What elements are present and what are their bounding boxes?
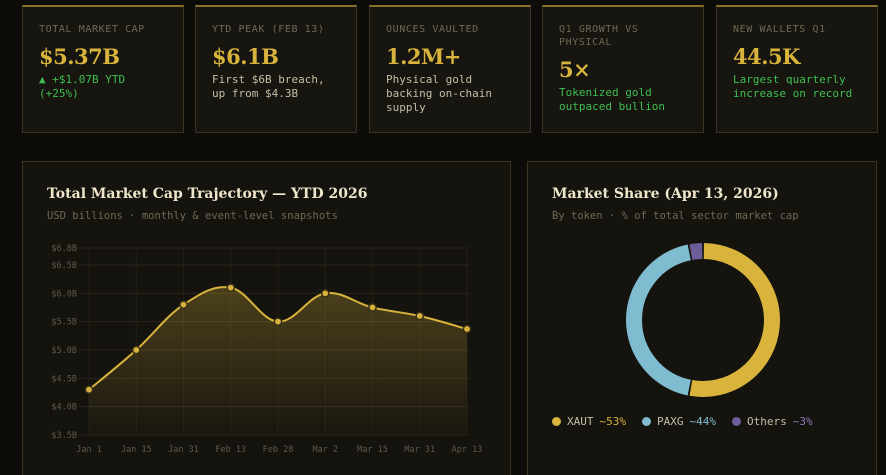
y-tick-label: $5.0B: [51, 346, 77, 356]
kpi-value: 44.5K: [733, 44, 800, 69]
legend-swatch: [642, 417, 651, 426]
x-tick-label: Feb 13: [215, 445, 246, 455]
data-point: [131, 345, 141, 355]
x-tick-label: Mar 31: [404, 445, 435, 455]
kpi-value: $6.1B: [212, 44, 279, 69]
legend-swatch: [732, 417, 741, 426]
x-tick-label: Jan 15: [121, 445, 152, 455]
data-point: [320, 288, 330, 298]
x-tick-label: Jan 31: [168, 445, 199, 455]
panel-title: Total Market Cap Trajectory — YTD 2026: [47, 186, 368, 202]
y-tick-label: $6.0B: [51, 289, 77, 299]
legend-pct: ~53%: [599, 415, 627, 428]
kpi-label: OUNCES VAULTED: [386, 24, 479, 35]
data-point: [415, 311, 425, 321]
y-tick-label: $6.8B: [51, 244, 77, 254]
kpi-sub: ▲ +$1.07B YTD (+25%): [39, 73, 126, 100]
legend-label: XAUT: [567, 415, 594, 428]
y-tick-label: $4.0B: [51, 403, 77, 413]
data-point: [368, 303, 377, 312]
market-share-panel: Market Share (Apr 13, 2026) By token · %…: [527, 161, 877, 475]
kpi-card-market-cap: TOTAL MARKET CAP $5.37B ▲ +$1.07B YTD (+…: [22, 5, 184, 133]
kpi-label: NEW WALLETS Q1: [733, 24, 826, 35]
kpi-value: 5×: [559, 57, 591, 82]
data-point: [226, 283, 236, 293]
y-tick-label: $5.5B: [51, 318, 77, 328]
data-point: [273, 317, 283, 327]
legend-item-xaut: XAUT ~53%: [552, 415, 626, 428]
donut-slice-paxg: [626, 244, 692, 396]
kpi-sub: Largest quarterly increase on record: [733, 73, 853, 100]
legend-item-others: Others ~3%: [732, 415, 813, 428]
kpi-label: TOTAL MARKET CAP: [39, 24, 145, 35]
y-tick-label: $3.5B: [51, 431, 77, 441]
data-point: [179, 300, 188, 310]
kpi-card-ounces-vaulted: OUNCES VAULTED 1.2M+ Physical gold backi…: [369, 5, 531, 133]
kpi-sub: First $6B breach, up from $4.3B: [212, 73, 325, 100]
kpi-card-ytd-peak: YTD PEAK (FEB 13) $6.1B First $6B breach…: [195, 5, 357, 133]
donut-slice-xaut: [689, 243, 780, 397]
x-tick-label: Jan 1: [76, 445, 102, 455]
kpi-value: 1.2M+: [386, 44, 461, 69]
market-share-donut-chart: [626, 243, 780, 397]
data-point: [84, 385, 94, 395]
x-tick-label: Mar 2: [312, 445, 338, 455]
x-tick-label: Feb 28: [263, 445, 294, 455]
kpi-card-q1-growth: Q1 GROWTH VS PHYSICAL 5× Tokenized gold …: [542, 5, 704, 133]
panel-title: Market Share (Apr 13, 2026): [552, 186, 779, 202]
x-tick-label: Mar 15: [357, 445, 388, 455]
panel-subtitle: By token · % of total sector market cap: [552, 210, 799, 222]
legend-label: Others: [747, 415, 787, 428]
legend-item-paxg: PAXG ~44%: [642, 415, 716, 428]
legend-pct: ~3%: [792, 415, 813, 428]
kpi-sub: Physical gold backing on-chain supply: [386, 73, 492, 114]
legend-swatch: [552, 417, 561, 426]
data-point: [462, 324, 472, 334]
kpi-label: Q1 GROWTH VS PHYSICAL: [559, 24, 639, 48]
x-tick-label: Apr 13: [452, 445, 483, 455]
y-tick-label: $6.5B: [51, 261, 77, 271]
series-area: [89, 287, 467, 435]
kpi-label: YTD PEAK (FEB 13): [212, 24, 325, 35]
kpi-value: $5.37B: [39, 44, 120, 69]
market-cap-line-chart: $3.5B $4.0B $4.5B $5.0B $5.5B $6.0B $6.5B $6.8B…: [51, 244, 483, 455]
market-cap-trajectory-panel: Total Market Cap Trajectory — YTD 2026 U…: [22, 161, 511, 475]
y-tick-label: $4.5B: [51, 374, 77, 384]
donut-legend: XAUT ~53% PAXG ~44% Others ~3%: [552, 415, 813, 428]
legend-label: PAXG: [657, 415, 684, 428]
kpi-card-new-wallets: NEW WALLETS Q1 44.5K Largest quarterly i…: [716, 5, 878, 133]
panel-subtitle: USD billions · monthly & event-level sna…: [47, 210, 338, 222]
legend-pct: ~44%: [689, 415, 717, 428]
kpi-sub: Tokenized gold outpaced bullion: [559, 86, 665, 113]
donut-slice-others: [689, 243, 703, 260]
